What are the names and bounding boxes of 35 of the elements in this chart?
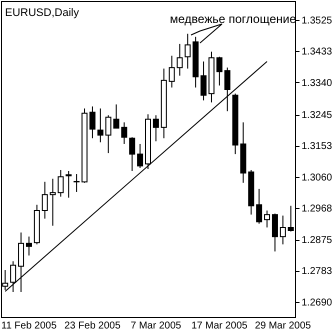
y-tick-label: 1.3153 xyxy=(302,141,333,152)
candlestick xyxy=(66,170,72,198)
x-tick-label: 23 Feb 2005 xyxy=(64,320,121,332)
candlestick xyxy=(216,56,222,86)
annotation: медвежье поглощение xyxy=(170,12,296,26)
candlestick xyxy=(200,60,207,101)
candlestick xyxy=(137,143,144,168)
y-tick-label: 1.3060 xyxy=(302,172,333,184)
x-tick-label: 11 Feb 2005 xyxy=(1,320,58,332)
y-tick-label: 1.2783 xyxy=(302,266,333,278)
y-tick-label: 1.3340 xyxy=(302,78,333,89)
candlestick xyxy=(26,236,32,256)
y-tick-label: 1.2690 xyxy=(302,298,333,309)
candlestick xyxy=(74,174,80,192)
y-tick-label: 1.2968 xyxy=(302,204,333,215)
candlestick xyxy=(264,210,270,228)
candlestick xyxy=(280,215,286,245)
candlestick xyxy=(105,114,112,154)
x-tick-label: 29 Mar 2005 xyxy=(254,320,312,332)
candlestick xyxy=(129,136,136,172)
candlestick xyxy=(272,213,278,252)
x-tick-label: 17 Mar 2005 xyxy=(191,320,248,332)
text: EURUSD,Daily xyxy=(5,7,80,19)
candlestick xyxy=(89,106,96,139)
y-tick-label: 1.3245 xyxy=(302,110,333,122)
candlestick xyxy=(256,188,262,224)
y-tick-label: 1.2875 xyxy=(302,235,333,246)
candlestick xyxy=(224,67,230,112)
x-tick-label: 7 Mar 2005 xyxy=(130,320,182,332)
y-tick-label: 1.3433 xyxy=(302,46,333,58)
candlestick xyxy=(152,114,159,142)
candlestick xyxy=(42,181,48,220)
candlestick xyxy=(97,108,104,143)
candlestick xyxy=(184,33,191,70)
y-tick-label: 1.3525 xyxy=(302,15,333,26)
